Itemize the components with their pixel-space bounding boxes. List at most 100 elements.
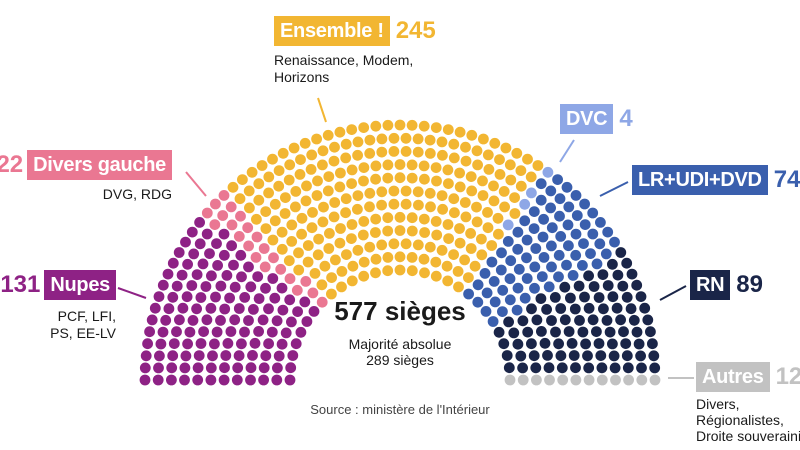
seat-nupes — [180, 236, 191, 248]
seat-lr — [528, 223, 540, 235]
seat-lr — [504, 294, 516, 306]
seat-ensemble — [260, 206, 272, 218]
seat-lr — [504, 273, 516, 285]
seat-dvg — [235, 210, 246, 222]
seat-nupes — [184, 326, 196, 338]
seat-ensemble — [442, 164, 454, 176]
seat-ensemble — [307, 207, 318, 218]
seat-ensemble — [498, 186, 510, 197]
seat-ensemble — [352, 203, 363, 215]
seat-nupes — [176, 269, 188, 281]
seat-nupes — [229, 314, 241, 326]
seat-nupes — [152, 374, 164, 386]
seat-lr — [535, 178, 547, 190]
seat-nupes — [301, 316, 313, 327]
label-autres: Autres 12 Divers, Régionalistes, Droite … — [696, 362, 800, 444]
seat-ensemble — [454, 167, 465, 179]
seat-rn — [621, 350, 633, 362]
seat-ensemble — [347, 260, 359, 272]
seat-ensemble — [370, 267, 381, 279]
seat-lr — [546, 261, 557, 273]
seat-ensemble — [317, 159, 328, 171]
seat-ensemble — [394, 251, 406, 263]
seat-nupes — [218, 249, 230, 261]
seat-ensemble — [277, 147, 289, 159]
seat-lr — [567, 270, 579, 281]
seat-autres — [517, 374, 529, 386]
seat-ensemble — [388, 198, 400, 210]
seat-nupes — [149, 302, 161, 314]
seat-ensemble — [267, 234, 279, 246]
seat-ensemble — [305, 164, 317, 175]
seat-nupes — [166, 362, 178, 374]
seat-dvg — [258, 243, 270, 254]
seat-ensemble — [284, 159, 296, 171]
seat-nupes — [219, 303, 231, 315]
seat-nupes — [153, 362, 164, 374]
seat-nupes — [271, 374, 283, 386]
seat-nupes — [195, 338, 207, 349]
seat-ensemble — [406, 225, 418, 237]
seat-lr — [536, 271, 548, 282]
seat-nupes — [252, 271, 264, 282]
seat-lr — [570, 228, 582, 240]
seat-nupes — [218, 374, 230, 386]
seat-nupes — [154, 350, 165, 362]
seat-nupes — [167, 350, 179, 362]
seat-ensemble — [279, 208, 291, 219]
seat-ensemble — [471, 201, 482, 213]
seat-nupes — [182, 338, 194, 350]
seat-ensemble — [335, 223, 346, 234]
seat-nupes — [263, 303, 274, 315]
leader-nupes — [117, 287, 147, 299]
seat-nupes — [167, 257, 179, 269]
seat-lr — [496, 247, 507, 259]
seat-ensemble — [346, 275, 358, 287]
seat-ensemble — [482, 207, 493, 218]
seat-ensemble — [334, 181, 346, 193]
seat-rn — [582, 350, 593, 362]
seat-ensemble — [234, 193, 246, 205]
label-dvc: DVC 4 — [560, 104, 633, 134]
seat-ensemble — [302, 240, 314, 251]
seat-rn — [583, 362, 595, 374]
label-ensemble: Ensemble ! 245 Renaissance, Modem, Horiz… — [274, 16, 436, 86]
seat-ensemble — [453, 281, 464, 293]
seat-nupes — [200, 281, 212, 292]
seat-ensemble — [251, 213, 262, 225]
seat-ensemble — [323, 243, 335, 254]
seat-ensemble — [436, 190, 448, 202]
seat-lr — [497, 284, 509, 296]
seat-rn — [607, 258, 618, 270]
seat-nupes — [226, 240, 238, 252]
seat-ensemble — [341, 249, 352, 260]
seat-rn — [611, 302, 623, 314]
seat-nupes — [188, 248, 200, 260]
seat-nupes — [191, 303, 203, 315]
seat-nupes — [210, 291, 221, 303]
seat-ensemble — [296, 212, 308, 224]
seat-rn — [512, 338, 524, 350]
seat-lr — [537, 231, 549, 243]
seat-ensemble — [488, 195, 500, 207]
seat-lr — [481, 287, 493, 299]
seat-nupes — [162, 268, 174, 280]
seat-ensemble — [358, 122, 370, 133]
seat-ensemble — [419, 267, 430, 279]
source-note: Source : ministère de l'Intérieur — [310, 402, 490, 417]
seat-rn — [528, 350, 540, 362]
seat-autres — [504, 374, 516, 386]
tag-dvg: Divers gauche — [27, 150, 172, 180]
seat-nupes — [187, 315, 199, 326]
detail-ensemble-1: Renaissance, Modem, — [274, 52, 414, 68]
seat-lr — [521, 234, 533, 246]
seat-ensemble — [388, 238, 400, 250]
seat-rn — [570, 362, 581, 374]
seat-nupes — [207, 350, 218, 362]
seat-ensemble — [253, 178, 265, 190]
label-dvg: 22 Divers gauche DVG, RDG — [0, 150, 172, 203]
seat-nupes — [140, 350, 152, 362]
seat-ensemble — [443, 178, 454, 190]
seat-rn — [501, 350, 513, 361]
seat-lr — [546, 240, 557, 252]
